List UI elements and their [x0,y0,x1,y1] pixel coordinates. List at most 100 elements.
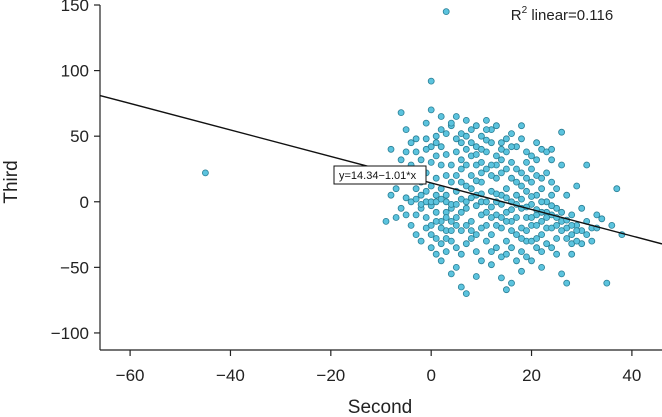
equation-box-frame [333,165,427,185]
data-point [457,178,465,186]
data-point [487,231,495,239]
data-point [422,145,430,153]
data-point [568,231,576,239]
data-point [472,231,480,239]
data-point [583,231,591,239]
data-point [417,237,425,245]
data-point [558,128,565,136]
data-point [477,132,485,140]
data-point [462,290,470,298]
data-point [528,152,535,160]
data-point [437,257,445,265]
data-point [548,145,555,153]
r-squared-superscript: 2 [522,5,528,16]
data-point [538,263,545,271]
y-tick-label: 50 [70,127,89,146]
data-point [487,261,495,269]
y-tick-label: 150 [61,0,89,15]
data-point [392,214,400,221]
data-point [513,214,520,221]
data-point [467,126,475,134]
data-point [487,161,495,169]
data-point [417,156,425,164]
data-point [573,182,581,190]
data-point [422,119,430,127]
data-point [462,117,470,124]
data-point [407,139,415,147]
data-point [508,279,515,287]
data-point [432,235,440,242]
data-point [462,198,470,206]
data-point [482,117,490,124]
data-point [528,165,535,173]
y-tick-label: 100 [61,62,89,81]
data-point [508,143,515,151]
data-point [533,221,540,229]
data-point [492,190,500,198]
data-point [513,178,520,186]
data-point [452,200,460,208]
data-point [462,161,470,169]
r-squared-value: linear=0.116 [527,7,613,24]
data-point [477,158,485,166]
data-point [402,211,410,219]
data-point [502,185,510,193]
data-point [523,174,530,182]
data-point [528,257,535,265]
data-point [462,145,470,153]
data-point [452,221,460,229]
data-point [422,135,430,143]
data-point [538,248,545,256]
data-point [588,237,596,245]
data-point [412,195,420,203]
data-point [467,227,475,235]
data-point [508,227,515,235]
x-tick-label: 20 [522,366,541,385]
data-point [518,169,525,177]
data-point [402,194,410,202]
data-point [472,202,480,210]
data-point [528,193,535,200]
data-point [442,214,450,221]
data-point [502,165,510,173]
data-point [482,165,490,173]
x-axis-title: Second [348,397,412,417]
data-point [548,191,555,199]
data-point [578,204,586,212]
data-point [452,244,460,252]
data-point [397,204,405,212]
data-point [543,169,550,177]
data-point [548,244,555,252]
data-point [497,214,505,221]
data-point [573,227,581,235]
data-point [457,250,465,258]
data-point [492,221,500,229]
x-tick-label: 40 [622,366,641,385]
data-point [457,227,465,235]
data-point [482,208,490,216]
data-point [432,174,440,182]
data-point [452,135,460,143]
data-point [472,122,480,130]
data-point [518,182,525,190]
data-point [472,151,480,158]
data-point [487,248,495,256]
data-point [533,235,540,242]
equation-label: y=14.34−1.01*x [339,170,417,182]
data-point [412,135,420,143]
y-tick-label: −50 [60,258,89,277]
data-point [553,235,560,242]
data-point [387,145,395,153]
data-point [462,240,470,248]
data-point [568,250,576,258]
data-point [518,248,525,256]
data-point [482,198,490,206]
data-point [437,126,445,134]
plot-frame [99,5,662,351]
data-point [528,214,535,221]
data-point [432,191,440,199]
data-point [462,204,470,212]
data-point [447,227,455,235]
data-point [457,156,465,164]
